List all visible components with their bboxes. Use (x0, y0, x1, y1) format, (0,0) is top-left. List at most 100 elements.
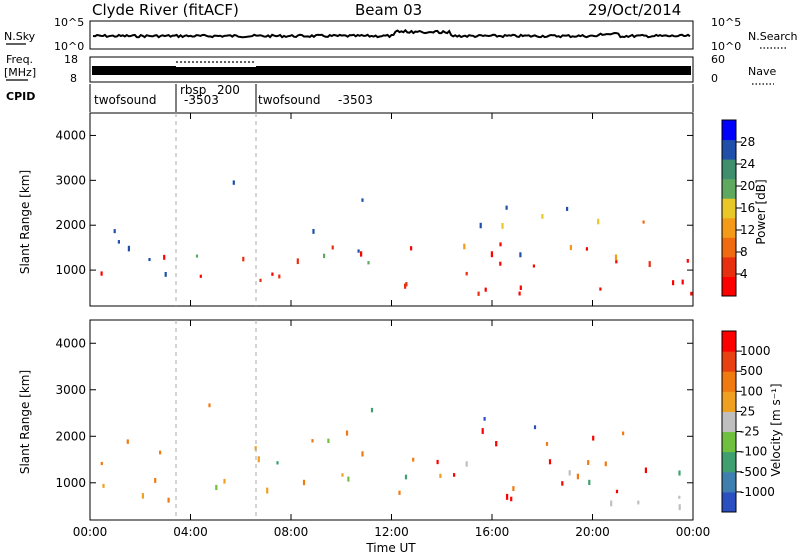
power-x-ticks (89, 113, 694, 306)
colorbar-cell (722, 491, 736, 513)
echo-cell (327, 438, 330, 444)
velocity-x-ticks: 00:00 04:00 08:00 12:00 16:00 20:00 00:00 (73, 320, 711, 539)
colorbar-cell (722, 451, 736, 473)
colorbar-tick-label: 4 (740, 267, 748, 281)
x-tick-label: 20:00 (575, 525, 610, 539)
echo-cell (561, 481, 564, 486)
colorbar-cell (722, 256, 736, 277)
colorbar-tick-label: -1000 (740, 485, 775, 499)
x-tick-label: 08:00 (274, 525, 309, 539)
echo-cell (592, 435, 595, 441)
noise-panel: N.Sky 10^5 10^0 10^5 10^0 N.Search (4, 16, 798, 53)
echo-cell (506, 493, 509, 500)
echo-cell (495, 441, 498, 447)
echo-cell (484, 287, 487, 292)
noise-left-tick-bottom: 10^0 (54, 40, 84, 53)
echo-cell (331, 245, 334, 250)
cpid-seg1-name: twofsound (94, 93, 157, 107)
echo-cell (510, 496, 513, 502)
nave-label: Nave (748, 65, 776, 78)
freq-right-tick-top: 60 (711, 53, 725, 66)
noise-left-tick-top: 10^5 (54, 16, 84, 29)
echo-cell (271, 272, 274, 276)
colorbar-tick-label: -500 (740, 465, 767, 479)
echo-cell (360, 251, 363, 257)
echo-cell (296, 258, 299, 265)
echo-cell (604, 461, 607, 467)
cpid-seg3-id: -3503 (338, 93, 373, 107)
echo-cell (154, 478, 157, 483)
echo-cell (242, 256, 245, 262)
echo-cell (257, 456, 260, 463)
colorbar-cell (722, 276, 736, 297)
echo-cell (117, 240, 120, 244)
velocity-scatter-field (100, 403, 681, 511)
echo-cell (199, 274, 202, 278)
cpid-seg2-name: rbsp (180, 83, 206, 97)
colorbar-tick-label: 28 (740, 135, 755, 149)
freq-right-tick-bottom: 0 (711, 72, 718, 85)
echo-cell (599, 287, 602, 291)
echo-cell (678, 504, 681, 511)
echo-cell (367, 261, 370, 265)
echo-cell (148, 258, 151, 262)
echo-cell (637, 500, 640, 505)
cpid-label: CPID (6, 90, 35, 103)
echo-cell (302, 479, 306, 486)
colorbar-tick-label: 16 (740, 201, 755, 215)
echo-cell (541, 214, 544, 219)
echo-cell (126, 439, 129, 444)
echo-cell (345, 430, 349, 436)
echo-cell (404, 283, 407, 289)
x-tick-label: 00:00 (73, 525, 108, 539)
colorbar-cell (722, 391, 736, 412)
cpid-seg1-id: -3503 (184, 93, 219, 107)
colorbar-cell (722, 178, 736, 199)
freq-band-2 (176, 67, 256, 75)
echo-cell (622, 431, 625, 436)
date-label: 29/Oct/2014 (588, 1, 681, 19)
echo-cell (312, 229, 315, 234)
power-colorbar: 28 24 20 16 12 8 4 (721, 119, 755, 297)
echo-cell (361, 451, 364, 457)
cpid-panel: CPID twofsound -3503 rbsp 200 twofsound … (6, 83, 694, 112)
colorbar-tick-label: 8 (740, 245, 748, 259)
echo-cell (357, 249, 360, 253)
y-tick-label: 3000 (55, 383, 86, 397)
power-colorbar-label: Power [dB] (754, 179, 768, 244)
velocity-y-ticks: 4000 3000 2000 1000 (55, 336, 693, 490)
colorbar-tick-label: 500 (740, 364, 763, 378)
noise-panel-frame (89, 20, 694, 50)
echo-cell (439, 473, 442, 478)
time-axis-label: Time UT (365, 541, 416, 554)
cpid-seg3-name: twofsound (258, 93, 321, 107)
echo-cell (463, 243, 466, 250)
echo-cell (127, 245, 130, 252)
colorbar-tick-label: 1000 (740, 344, 771, 358)
echo-cell (208, 403, 211, 408)
echo-cell (690, 291, 693, 296)
echo-cell (232, 180, 235, 185)
echo-cell (642, 220, 645, 224)
echo-cell (436, 459, 439, 465)
echo-cell (610, 500, 613, 507)
echo-cell (519, 252, 522, 258)
echo-cell (512, 486, 515, 492)
freq-band-3 (256, 66, 691, 75)
echo-cell (548, 459, 552, 465)
echo-cell (569, 245, 572, 251)
x-tick-label: 00:00 (676, 525, 711, 539)
echo-cell (648, 261, 651, 268)
colorbar-tick-label: 24 (740, 157, 755, 171)
echo-cell (465, 271, 468, 276)
echo-cell (164, 272, 167, 277)
colorbar-tick-label: 25 (740, 404, 755, 418)
freq-panel-frame (89, 56, 694, 83)
echo-cell (167, 497, 170, 503)
colorbar-tick-label: 20 (740, 179, 755, 193)
echo-cell (576, 473, 579, 480)
echo-cell (499, 261, 502, 266)
colorbar-cell (722, 411, 736, 433)
echo-cell (483, 417, 486, 421)
